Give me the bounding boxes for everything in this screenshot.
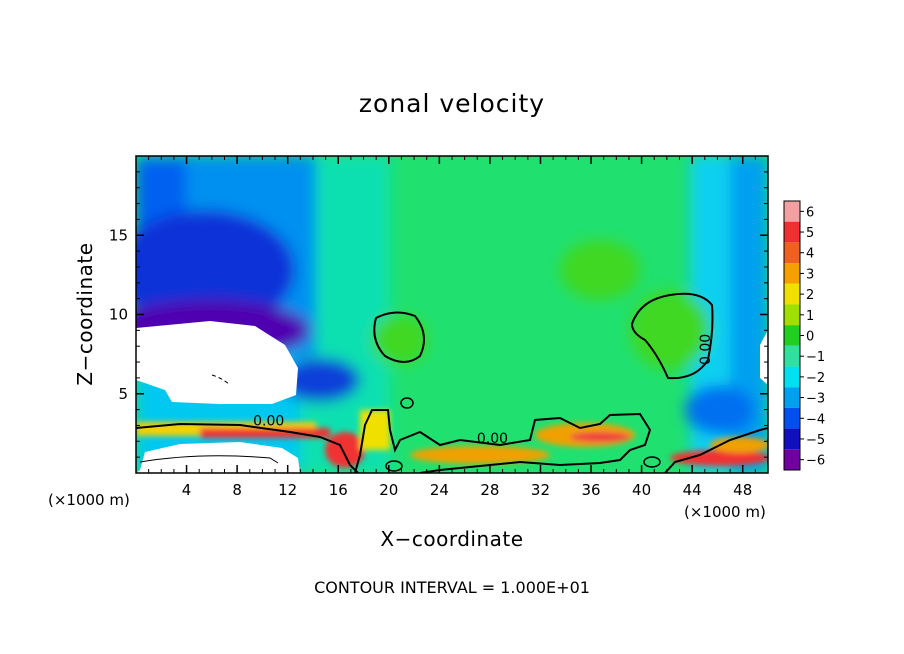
x-unit-label-left: (×1000 m): [48, 491, 130, 509]
colorbar-label: −3: [806, 392, 825, 407]
colorbar-swatch: [784, 325, 800, 346]
colorbar-swatch: [784, 407, 800, 429]
colorbar-swatch: [784, 283, 800, 305]
contour-label: 0.00: [477, 431, 508, 447]
x-tick-label: 8: [232, 481, 242, 499]
colorbar-label: 0: [806, 330, 814, 345]
colorbar: 6 5 4 3 2 1 0 −1 −2 −3 −4 −5 −6: [783, 200, 825, 471]
colorbar-swatch: [784, 366, 800, 388]
colorbar-frame: [783, 200, 801, 471]
colorbar-label: 5: [806, 226, 814, 241]
y-tick-label: 15: [109, 226, 128, 244]
contour-interval-footer: CONTOUR INTERVAL = 1.000E+01: [314, 578, 590, 597]
x-tick-label: 36: [581, 481, 600, 499]
colorbar-swatch: [784, 242, 800, 264]
contour-label: 0.00: [698, 334, 714, 365]
x-tick-label: 44: [683, 481, 702, 499]
colorbar-label: 2: [806, 288, 814, 303]
x-tick-label: 24: [430, 481, 449, 499]
colorbar-swatch: [784, 201, 800, 222]
colorbar-swatch: [784, 345, 800, 367]
colorbar-swatch: [784, 263, 800, 284]
x-tick-label: 32: [531, 481, 550, 499]
heatmap-field: [136, 156, 768, 473]
colorbar-label: 6: [806, 205, 814, 220]
x-tick-label: 12: [278, 481, 297, 499]
colorbar-label: −1: [806, 350, 825, 365]
x-axis-title: X−coordinate: [380, 527, 523, 551]
x-tick-label: 4: [182, 481, 192, 499]
contour-label-layer: 0.00 0.00 0.00: [253, 334, 714, 447]
colorbar-swatch: [784, 428, 800, 450]
colorbar-label: 3: [806, 267, 814, 282]
colorbar-label: −5: [806, 433, 825, 448]
colorbar-label: −6: [806, 454, 825, 469]
y-tick-label: 5: [118, 385, 128, 403]
colorbar-swatch: [784, 221, 800, 243]
y-tick-label: 10: [109, 306, 128, 324]
x-tick-label: 28: [480, 481, 499, 499]
x-tick-label: 48: [733, 481, 752, 499]
colorbar-label: 1: [806, 309, 814, 324]
x-tick-label: 40: [632, 481, 651, 499]
colorbar-swatch: [784, 304, 800, 326]
contour-label: 0.00: [253, 413, 284, 429]
colorbar-swatch: [784, 449, 800, 470]
chart-title: zonal velocity: [359, 89, 545, 118]
x-tick-label: 20: [379, 481, 398, 499]
x-tick-label: 16: [329, 481, 348, 499]
colorbar-swatch: [784, 387, 800, 408]
x-unit-label-right: (×1000 m): [684, 503, 766, 521]
y-axis-title: Z−coordinate: [73, 242, 97, 385]
colorbar-label: 4: [806, 247, 814, 262]
colorbar-label: −4: [806, 412, 825, 427]
y-axis: 5 10 15: [109, 171, 768, 458]
x-axis: 4 8 12 16 20 24 28 32 36 40 44 48: [148, 156, 756, 499]
colorbar-label: −2: [806, 371, 825, 386]
